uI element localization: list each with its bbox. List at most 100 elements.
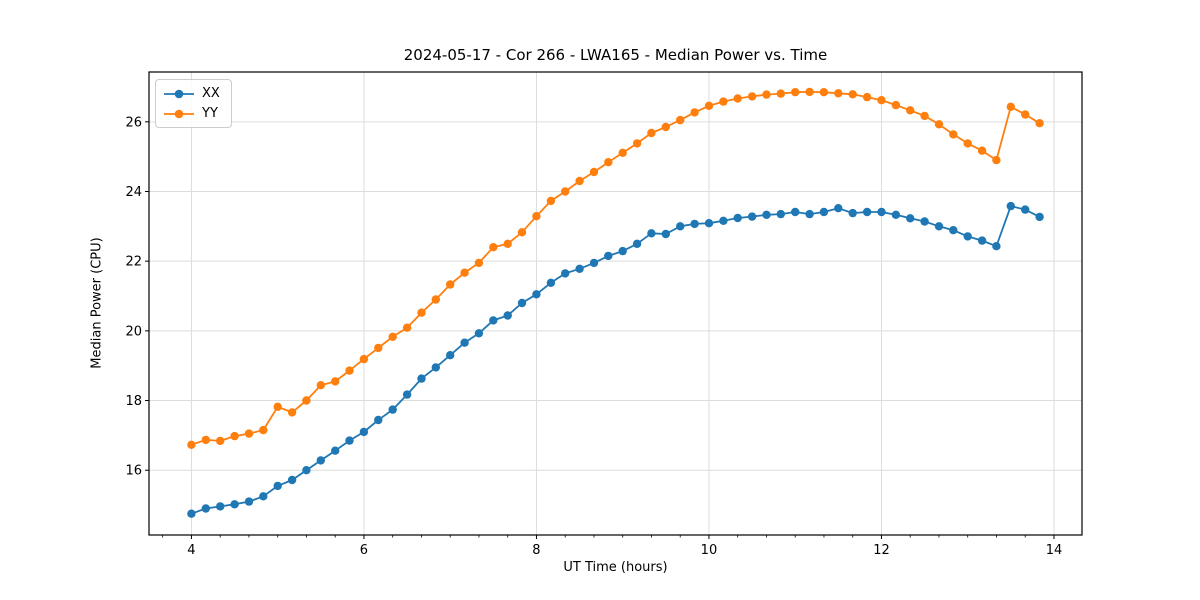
- series-yy-marker: [906, 106, 915, 115]
- y-tick-label: 24: [125, 185, 142, 200]
- series-xx-marker: [302, 466, 311, 475]
- series-yy-marker: [647, 128, 656, 138]
- series-xx-marker: [187, 509, 196, 518]
- series-yy-marker: [388, 332, 397, 341]
- series-yy-marker: [862, 92, 872, 102]
- x-tick-label: 4: [187, 543, 195, 558]
- series-yy-marker: [287, 408, 297, 417]
- series-xx-marker: [532, 290, 541, 299]
- series-yy-marker: [733, 94, 742, 103]
- series-xx-marker: [977, 236, 987, 245]
- series-xx-marker: [287, 475, 297, 485]
- series-yy-marker: [776, 89, 785, 98]
- series-xx-marker: [244, 497, 254, 506]
- series-xx-marker: [604, 251, 613, 261]
- series-yy-marker: [474, 258, 484, 268]
- series-xx-marker: [704, 219, 714, 228]
- series-xx-marker: [632, 239, 642, 248]
- series-yy-marker: [632, 139, 642, 148]
- series-yy-marker: [891, 100, 901, 110]
- series-yy-marker: [216, 436, 225, 446]
- series-yy-marker: [963, 139, 972, 148]
- series-xx-marker: [316, 456, 325, 465]
- series-yy-marker: [834, 89, 843, 98]
- series-xx-marker: [733, 213, 742, 223]
- series-xx-marker: [201, 504, 210, 513]
- series-yy-marker: [331, 377, 340, 386]
- series-yy-marker: [977, 146, 987, 155]
- series-xx-marker: [805, 209, 814, 219]
- series-xx-marker: [747, 212, 757, 221]
- series-yy-marker: [417, 308, 426, 317]
- legend-entry-xx: XX: [163, 84, 220, 103]
- series-yy-marker: [273, 402, 282, 411]
- series-yy-marker: [302, 396, 311, 405]
- series-yy-marker: [489, 243, 498, 252]
- series-yy-marker: [661, 122, 670, 132]
- series-yy-marker: [1006, 102, 1015, 112]
- series-xx-marker: [862, 207, 872, 217]
- series-yy-marker: [704, 101, 714, 111]
- series-yy-marker: [532, 212, 541, 221]
- series-yy-marker: [1020, 110, 1030, 119]
- chart-title: 2024-05-17 - Cor 266 - LWA165 - Median P…: [403, 46, 828, 64]
- series-yy-marker: [503, 239, 512, 248]
- series-yy-marker: [747, 92, 757, 101]
- series-yy-marker: [934, 120, 944, 129]
- series-xx-marker: [848, 208, 857, 218]
- legend-label-xx: XX: [202, 86, 220, 101]
- legend-label-yy: YY: [202, 106, 218, 121]
- series-xx-marker: [719, 216, 728, 225]
- series-yy-marker: [575, 176, 584, 186]
- series-yy-marker: [345, 366, 354, 375]
- series-yy-marker: [762, 90, 771, 99]
- series-yy-marker: [230, 431, 239, 441]
- series-xx-marker: [216, 502, 225, 511]
- series-yy-marker: [1035, 119, 1044, 128]
- series-xx-marker: [230, 500, 239, 509]
- series-xx-marker: [1020, 205, 1030, 214]
- series-xx-marker: [877, 207, 886, 217]
- legend: XX YY: [155, 79, 232, 128]
- legend-swatch-yy-icon: [164, 109, 194, 118]
- x-tick-label: 8: [532, 543, 540, 558]
- series-yy-marker: [992, 155, 1001, 165]
- series-xx-marker: [474, 329, 484, 338]
- series-xx-marker: [517, 298, 527, 308]
- series-xx-marker: [431, 363, 440, 372]
- series-yy-marker: [374, 343, 383, 353]
- series-yy-marker: [920, 111, 929, 121]
- series-yy-marker: [791, 88, 800, 97]
- series-xx-line: [191, 205, 1041, 515]
- series-yy-marker: [546, 196, 556, 206]
- series-xx-marker: [273, 481, 282, 491]
- series-xx-marker: [589, 258, 599, 268]
- series-xx-marker: [331, 446, 340, 455]
- y-tick-label: 22: [125, 255, 142, 270]
- x-tick-label: 14: [1046, 543, 1063, 558]
- series-xx-marker: [819, 207, 829, 217]
- series-xx-marker: [359, 427, 369, 437]
- y-tick-label: 26: [125, 115, 142, 130]
- series-xx-marker: [259, 492, 268, 501]
- series-xx-marker: [762, 210, 771, 219]
- series-yy-marker: [259, 425, 268, 435]
- series-xx-marker: [1035, 212, 1044, 222]
- series-yy-marker: [561, 187, 570, 196]
- series-xx-marker: [345, 436, 354, 445]
- x-tick-label: 12: [873, 543, 890, 558]
- series-yy-marker: [589, 167, 599, 177]
- series-yy-marker: [719, 97, 728, 106]
- series-xx-marker: [963, 232, 972, 241]
- series-yy-marker: [690, 108, 699, 117]
- series-xx-marker: [661, 229, 670, 239]
- series-xx-marker: [503, 311, 512, 320]
- series-xx-marker: [791, 207, 800, 217]
- series-xx-marker: [618, 246, 627, 256]
- series-xx-marker: [489, 316, 498, 325]
- y-tick-label: 16: [125, 464, 142, 479]
- series-xx-marker: [1006, 201, 1015, 211]
- series-xx-marker: [546, 278, 556, 287]
- series-xx-marker: [920, 217, 929, 226]
